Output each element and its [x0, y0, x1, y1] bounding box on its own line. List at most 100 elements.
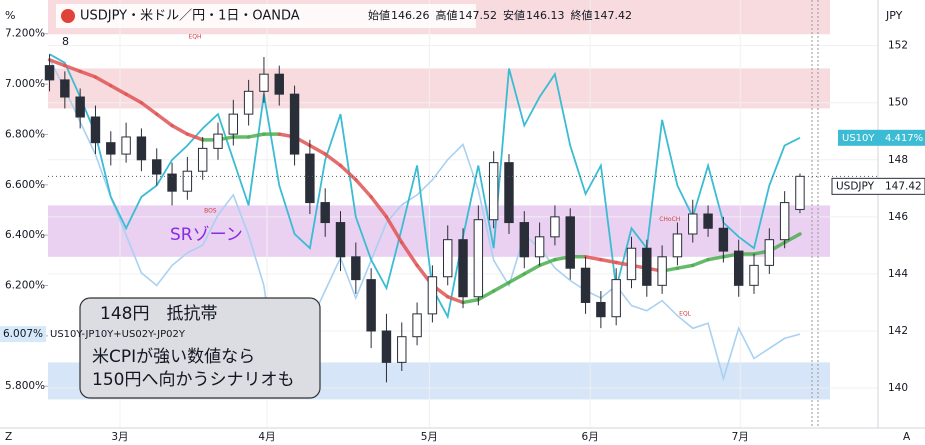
candle-body: [473, 219, 484, 298]
ma-segment: [461, 297, 481, 305]
y2-tick-label: 5.800%: [5, 380, 45, 392]
candle-body: [626, 247, 637, 281]
y2-tick-label: 6.600%: [5, 179, 45, 191]
zone: [48, 205, 830, 257]
ma-segment: [400, 240, 419, 268]
candle-body: [580, 267, 591, 303]
value-label: 4.417%: [885, 133, 923, 144]
annotation-text: 148円 抵抗帯: [100, 304, 217, 324]
ma-segment: [308, 143, 327, 156]
value-tag: [838, 129, 925, 146]
ma-segment: [154, 112, 174, 128]
candle-body: [611, 279, 621, 318]
candle-body: [795, 175, 805, 210]
ma-segment: [323, 152, 343, 168]
zone: [48, 68, 830, 109]
candle-body: [197, 147, 208, 172]
labels: SRゾーン US10Y-JP10Y+US02Y-JP02Y EQH BOS CHoCH E…: [50, 34, 692, 340]
candle-body: [412, 313, 422, 338]
ma-segment: [583, 255, 603, 262]
y-tick-label: 140: [888, 382, 908, 394]
candle-body: [672, 233, 683, 258]
x-tick-label: 3月: [111, 431, 128, 443]
candle-body: [44, 65, 55, 81]
candle-body: [243, 90, 254, 115]
annotation-text: 150円へ向かうシナリオも: [92, 370, 294, 390]
ma-segment: [599, 257, 618, 265]
ma-segment: [445, 294, 465, 305]
ohlc-value: 147.52: [459, 9, 498, 22]
candle-body: [443, 239, 453, 278]
marker-label: EQH: [189, 34, 202, 41]
candle-body: [320, 202, 330, 224]
ma-segment: [246, 132, 266, 139]
candle-body: [596, 301, 606, 318]
candle-body: [228, 113, 239, 135]
candle-body: [718, 227, 729, 252]
candle-body: [381, 330, 392, 363]
candle-body: [534, 236, 545, 258]
price-label: 147.42: [885, 180, 922, 192]
candle-body: [305, 153, 315, 204]
ma-segment: [93, 75, 113, 88]
ma-segment: [139, 100, 159, 116]
ma-segment: [384, 215, 404, 245]
ma-segment: [47, 58, 67, 68]
candle-body: [75, 96, 85, 118]
y-tick-label: 148: [888, 154, 908, 166]
candle-body: [703, 213, 713, 229]
candle-body: [504, 162, 514, 224]
ma-segment: [109, 83, 128, 96]
ma-segment: [491, 280, 511, 293]
candle-body: [657, 256, 667, 286]
candle-body: [259, 73, 269, 92]
zone-label: SRゾーン: [170, 225, 243, 245]
candle-body: [366, 279, 376, 332]
x-tick-label: 5月: [421, 431, 438, 443]
ma-segment: [522, 263, 542, 276]
candle-body: [136, 136, 147, 161]
candle-body: [182, 170, 193, 192]
value-label: 6.007%: [3, 328, 43, 340]
y2-tick-label: 6.800%: [5, 128, 45, 140]
symbol-icon: [61, 9, 75, 23]
candle-body: [397, 336, 407, 363]
ohlc-label: 高値: [436, 8, 458, 22]
price-tag: [831, 177, 925, 195]
ohlc-label: 終値: [571, 8, 593, 22]
ma-segment: [369, 195, 389, 219]
candle-body: [488, 162, 499, 221]
candle-body: [642, 247, 652, 286]
corner-label: A: [903, 431, 911, 443]
candle-body: [550, 216, 560, 238]
ma-segment: [691, 257, 710, 268]
annotation-box: [79, 297, 321, 399]
y-tick-label: 146: [888, 211, 908, 223]
series-name: US10Y: [842, 133, 875, 144]
candle-body: [427, 276, 438, 315]
candle-body: [274, 73, 284, 95]
plot: [44, 53, 878, 397]
ma-segment: [507, 272, 527, 285]
ma-segment: [78, 69, 98, 79]
series-line: [49, 53, 801, 320]
ohlc-label: 安値: [503, 8, 525, 22]
right-axis: [878, 0, 925, 445]
candle-body: [779, 202, 790, 241]
axis-unit: %: [5, 9, 15, 22]
candle-body: [335, 222, 346, 258]
ma-segment: [170, 123, 190, 136]
ohlc-value: 146.26: [391, 9, 430, 22]
indicator-count: 8: [62, 35, 69, 48]
ma-segment: [354, 178, 373, 199]
candle-body: [351, 256, 361, 281]
ohlc-value: 147.42: [594, 9, 633, 22]
y2-tick-label: 6.200%: [5, 280, 45, 292]
ma-segment: [185, 132, 205, 142]
ohlc-legend: 始値 146.26 高値 147.52 安値 146.13 終値 147.42: [368, 8, 632, 22]
series-line: [48, 58, 801, 397]
x-tick-label: 4月: [258, 431, 275, 443]
candle-body: [213, 133, 223, 149]
candle-body: [90, 116, 101, 144]
value-tag: [0, 326, 46, 343]
